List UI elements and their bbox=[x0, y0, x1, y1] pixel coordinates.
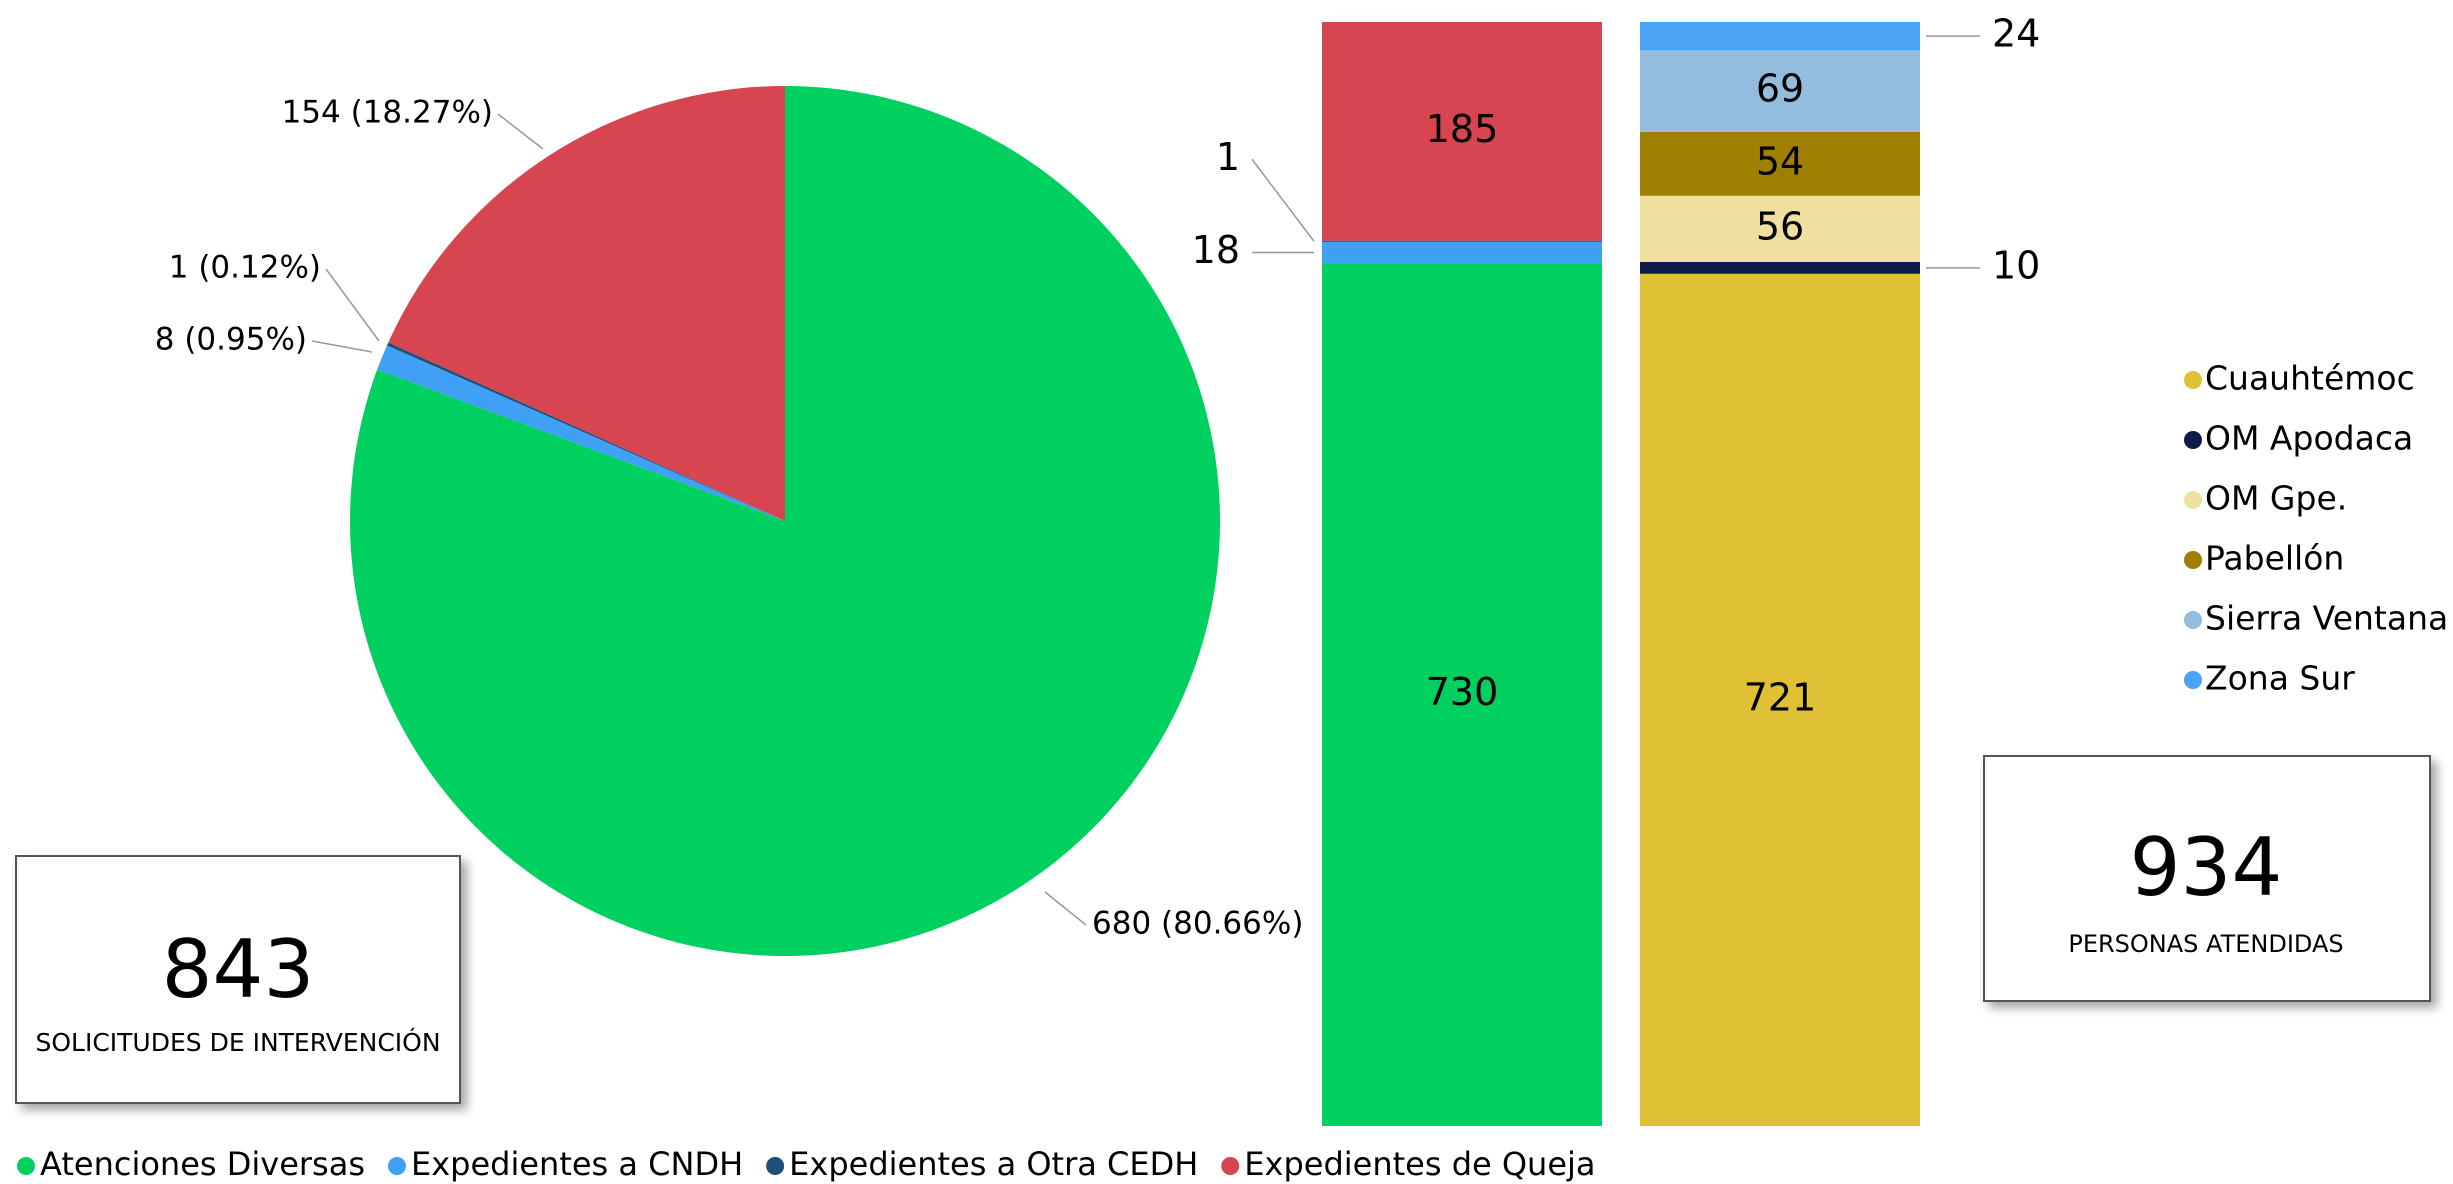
bar-segment bbox=[1640, 131, 1920, 196]
legend-marker bbox=[2184, 551, 2202, 569]
data-label: 69 bbox=[1756, 67, 1804, 111]
bar-segment bbox=[1640, 195, 1920, 262]
data-label: 10 bbox=[1992, 243, 2040, 287]
leader-line bbox=[325, 268, 380, 342]
data-label: 730 bbox=[1426, 670, 1499, 714]
legend-label: Atenciones Diversas bbox=[40, 1145, 365, 1183]
legend-marker bbox=[387, 1157, 406, 1175]
data-label: 54 bbox=[1756, 139, 1804, 183]
data-label: 18 bbox=[1192, 228, 1240, 272]
data-label: 1 bbox=[1216, 135, 1240, 179]
legend-marker bbox=[1221, 1157, 1240, 1175]
pie-slice bbox=[388, 86, 785, 521]
pie-slice bbox=[387, 342, 785, 521]
data-label: 680 (80.66%) bbox=[1092, 906, 1303, 942]
legend-label: Zona Sur bbox=[2205, 659, 2355, 698]
leader-line bbox=[1251, 158, 1315, 242]
bar-segment bbox=[1322, 263, 1602, 1126]
bar-segment bbox=[1322, 22, 1602, 241]
total-value: 934 bbox=[2130, 821, 2283, 914]
total-label: SOLICITUDES DE INTERVENCIÓN bbox=[35, 1027, 440, 1057]
total-box bbox=[1983, 755, 2431, 1002]
pie-slice bbox=[377, 345, 785, 521]
data-label: 721 bbox=[1744, 675, 1817, 719]
data-label: 154 (18.27%) bbox=[282, 95, 493, 131]
bar-segment bbox=[1640, 50, 1920, 132]
legend-label: Cuauhtémoc bbox=[2205, 359, 2415, 398]
data-label: 185 bbox=[1426, 107, 1499, 151]
total-label: PERSONAS ATENDIDAS bbox=[2068, 930, 2343, 958]
leader-line bbox=[1044, 891, 1087, 926]
total-box bbox=[15, 855, 461, 1104]
legend-label: Expedientes de Queja bbox=[1244, 1145, 1595, 1183]
bar-segment bbox=[1640, 261, 1920, 274]
leader-line bbox=[311, 340, 373, 353]
pie-slice bbox=[349, 86, 1220, 956]
legend-label: Pabellón bbox=[2205, 539, 2344, 578]
legend-label: Sierra Ventana bbox=[2205, 599, 2448, 638]
data-label: 1 (0.12%) bbox=[169, 250, 321, 286]
legend-marker bbox=[766, 1157, 785, 1175]
legend-marker bbox=[2184, 671, 2202, 689]
leader-line bbox=[497, 113, 544, 150]
data-label: 24 bbox=[1992, 12, 2040, 56]
data-label: 56 bbox=[1756, 204, 1804, 248]
legend-marker bbox=[2184, 611, 2202, 629]
legend-marker bbox=[2184, 431, 2202, 449]
legend-marker bbox=[17, 1157, 35, 1175]
data-label: 8 (0.95%) bbox=[155, 322, 307, 358]
legend-label: OM Apodaca bbox=[2205, 419, 2413, 458]
legend-marker bbox=[2184, 371, 2202, 389]
bar-segment bbox=[1640, 273, 1920, 1126]
legend-label: Expedientes a Otra CEDH bbox=[789, 1145, 1198, 1183]
bar-segment bbox=[1322, 240, 1602, 242]
legend-label: OM Gpe. bbox=[2205, 479, 2347, 518]
legend-label: Expedientes a CNDH bbox=[411, 1145, 743, 1183]
legend-marker bbox=[2184, 491, 2202, 509]
total-value: 843 bbox=[162, 923, 315, 1016]
bar-segment bbox=[1322, 241, 1602, 264]
bar-segment bbox=[1640, 22, 1920, 51]
